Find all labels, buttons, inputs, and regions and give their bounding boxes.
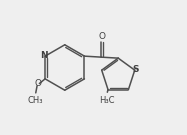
Text: O: O [99,32,106,41]
Text: N: N [40,51,48,60]
Text: CH₃: CH₃ [27,96,43,105]
Text: H₃C: H₃C [99,96,114,105]
Text: O: O [34,79,41,88]
Text: S: S [133,65,139,74]
